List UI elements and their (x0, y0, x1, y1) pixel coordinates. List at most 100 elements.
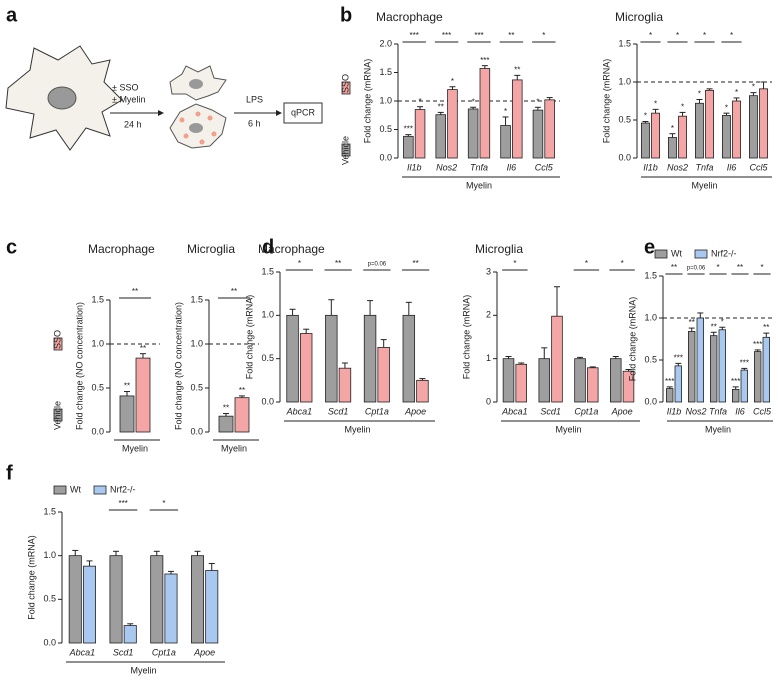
x-tick-label: Abca1 (501, 406, 528, 416)
bar (515, 363, 528, 403)
x-axis-label: Myelin (221, 443, 247, 453)
bar (338, 367, 352, 403)
x-axis-label: Myelin (122, 443, 148, 453)
error-bar (612, 356, 619, 359)
y-axis-label: Fold change (mRNA) (362, 59, 372, 144)
bar (538, 358, 551, 403)
y-axis-label: Fold change (NO concentration) (173, 302, 183, 430)
bar (732, 388, 740, 403)
significance-star: * (451, 77, 454, 86)
legend-label: Vehicle (340, 136, 350, 165)
significance-label: *** (410, 31, 419, 40)
x-tick-label: Il1b (667, 406, 682, 416)
bar (695, 102, 704, 159)
significance-label: ** (508, 31, 514, 40)
legend-swatch (53, 485, 67, 495)
x-tick-label: Ccl5 (753, 406, 772, 416)
bar (119, 395, 135, 433)
significance-label: * (621, 259, 624, 268)
error-bar (208, 563, 215, 571)
error-bar (723, 112, 730, 116)
bar (678, 115, 688, 159)
bar (574, 358, 586, 403)
bar (135, 357, 151, 433)
x-tick-label: Cpt1a (365, 406, 389, 416)
error-bar (697, 312, 704, 318)
significance-label: ** (335, 259, 341, 268)
bar (218, 415, 234, 433)
x-tick-label: Il6 (507, 162, 517, 172)
significance-label: ** (231, 287, 237, 296)
significance-label: p=0.06 (687, 266, 706, 272)
chart-title: Macrophage (376, 10, 443, 24)
x-tick-label: Nos2 (436, 162, 457, 172)
panel-letter: d (262, 236, 274, 258)
error-bar (754, 349, 761, 352)
significance-star: ** (239, 386, 245, 395)
significance-star: * (698, 90, 701, 99)
y-tick-label: 0.5 (618, 114, 631, 124)
bar (325, 314, 338, 403)
significance-label: ** (737, 263, 743, 272)
significance-label: *** (442, 31, 451, 40)
significance-star: ** (763, 323, 769, 332)
y-tick-label: 2 (486, 310, 491, 320)
error-bar (341, 362, 348, 369)
error-bar (481, 65, 488, 69)
bar (416, 379, 429, 403)
bar (500, 125, 511, 159)
error-bar (750, 92, 757, 96)
significance-label: * (703, 31, 706, 40)
significance-star: ** (124, 382, 130, 391)
bar (749, 95, 758, 159)
significance-label: ** (671, 263, 677, 272)
readout-box (283, 102, 323, 124)
bar (732, 100, 742, 159)
bar (82, 565, 97, 644)
error-bar (534, 106, 541, 111)
significance-label: * (542, 31, 545, 40)
nucleus (47, 86, 77, 110)
bar (651, 112, 661, 159)
significance-star: ** (438, 103, 444, 112)
arrow-head (276, 110, 282, 116)
panel-letter: c (6, 236, 17, 258)
y-tick-label: 0.5 (379, 124, 392, 134)
significance-label: * (716, 263, 719, 272)
y-tick-label: 1.0 (190, 338, 203, 348)
significance-star: * (644, 112, 647, 121)
error-bar (328, 299, 335, 316)
error-bar (518, 362, 525, 365)
nucleus (189, 79, 203, 89)
x-tick-label: Nos2 (667, 162, 688, 172)
y-tick-label: 1.5 (190, 294, 203, 304)
error-bar (405, 134, 412, 137)
error-bar (470, 106, 477, 109)
x-tick-label: Tnfa (709, 406, 727, 416)
bar (762, 336, 770, 403)
step-text: 24 h (124, 119, 142, 129)
arrow-head (158, 110, 164, 116)
significance-star: * (681, 103, 684, 112)
legend-swatch (654, 249, 668, 259)
significance-star: * (671, 124, 674, 133)
chart-title: Macrophage (258, 242, 325, 256)
y-axis-label: Fold change (mRNA) (26, 535, 36, 620)
chart-title: Microglia (615, 10, 663, 24)
error-bar (625, 369, 632, 372)
significance-star: *** (665, 377, 674, 386)
y-tick-label: 0.5 (43, 594, 56, 604)
error-bar (652, 108, 659, 114)
significance-label: * (585, 259, 588, 268)
error-bar (289, 308, 296, 316)
error-bar (127, 623, 134, 626)
y-tick-label: 0.0 (91, 426, 104, 436)
error-bar (763, 332, 770, 338)
error-bar (666, 386, 673, 389)
x-tick-label: Il1b (407, 162, 422, 172)
significance-label: * (760, 263, 763, 272)
y-tick-label: 0.5 (190, 382, 203, 392)
x-tick-label: Scd1 (328, 406, 349, 416)
chart-title: Macrophage (88, 242, 155, 256)
